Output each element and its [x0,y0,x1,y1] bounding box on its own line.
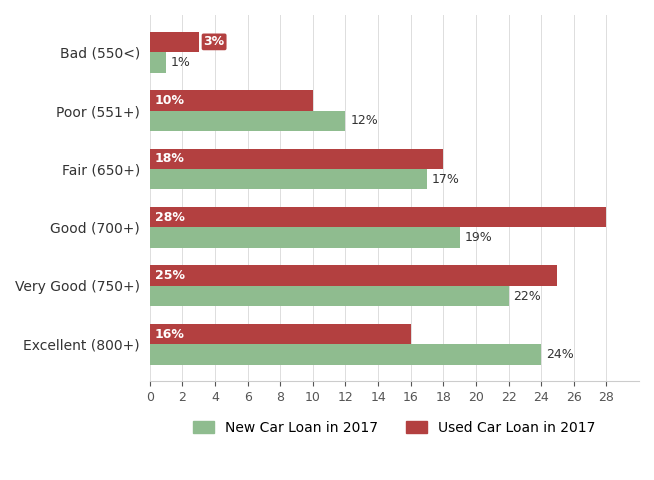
Text: 12%: 12% [351,114,378,127]
Legend: New Car Loan in 2017, Used Car Loan in 2017: New Car Loan in 2017, Used Car Loan in 2… [188,415,601,441]
Text: 3%: 3% [203,36,225,48]
Bar [150,148,443,169]
Bar [150,344,541,365]
Text: 18%: 18% [154,152,184,165]
Bar [150,169,427,190]
Bar [150,110,345,131]
Bar [150,52,166,72]
Bar [150,207,606,228]
Text: 22%: 22% [513,289,541,302]
Text: 28%: 28% [154,211,184,224]
Bar [150,32,199,52]
Bar [150,265,557,286]
Text: 25%: 25% [154,269,184,282]
Bar [150,90,313,110]
Text: 1%: 1% [171,56,191,69]
Bar [150,324,411,344]
Text: 17%: 17% [432,173,460,186]
Text: 19%: 19% [464,231,492,244]
Text: 24%: 24% [546,348,574,361]
Text: 10%: 10% [154,94,184,107]
Bar [150,228,460,248]
Bar [150,286,509,306]
Text: 16%: 16% [154,327,184,341]
